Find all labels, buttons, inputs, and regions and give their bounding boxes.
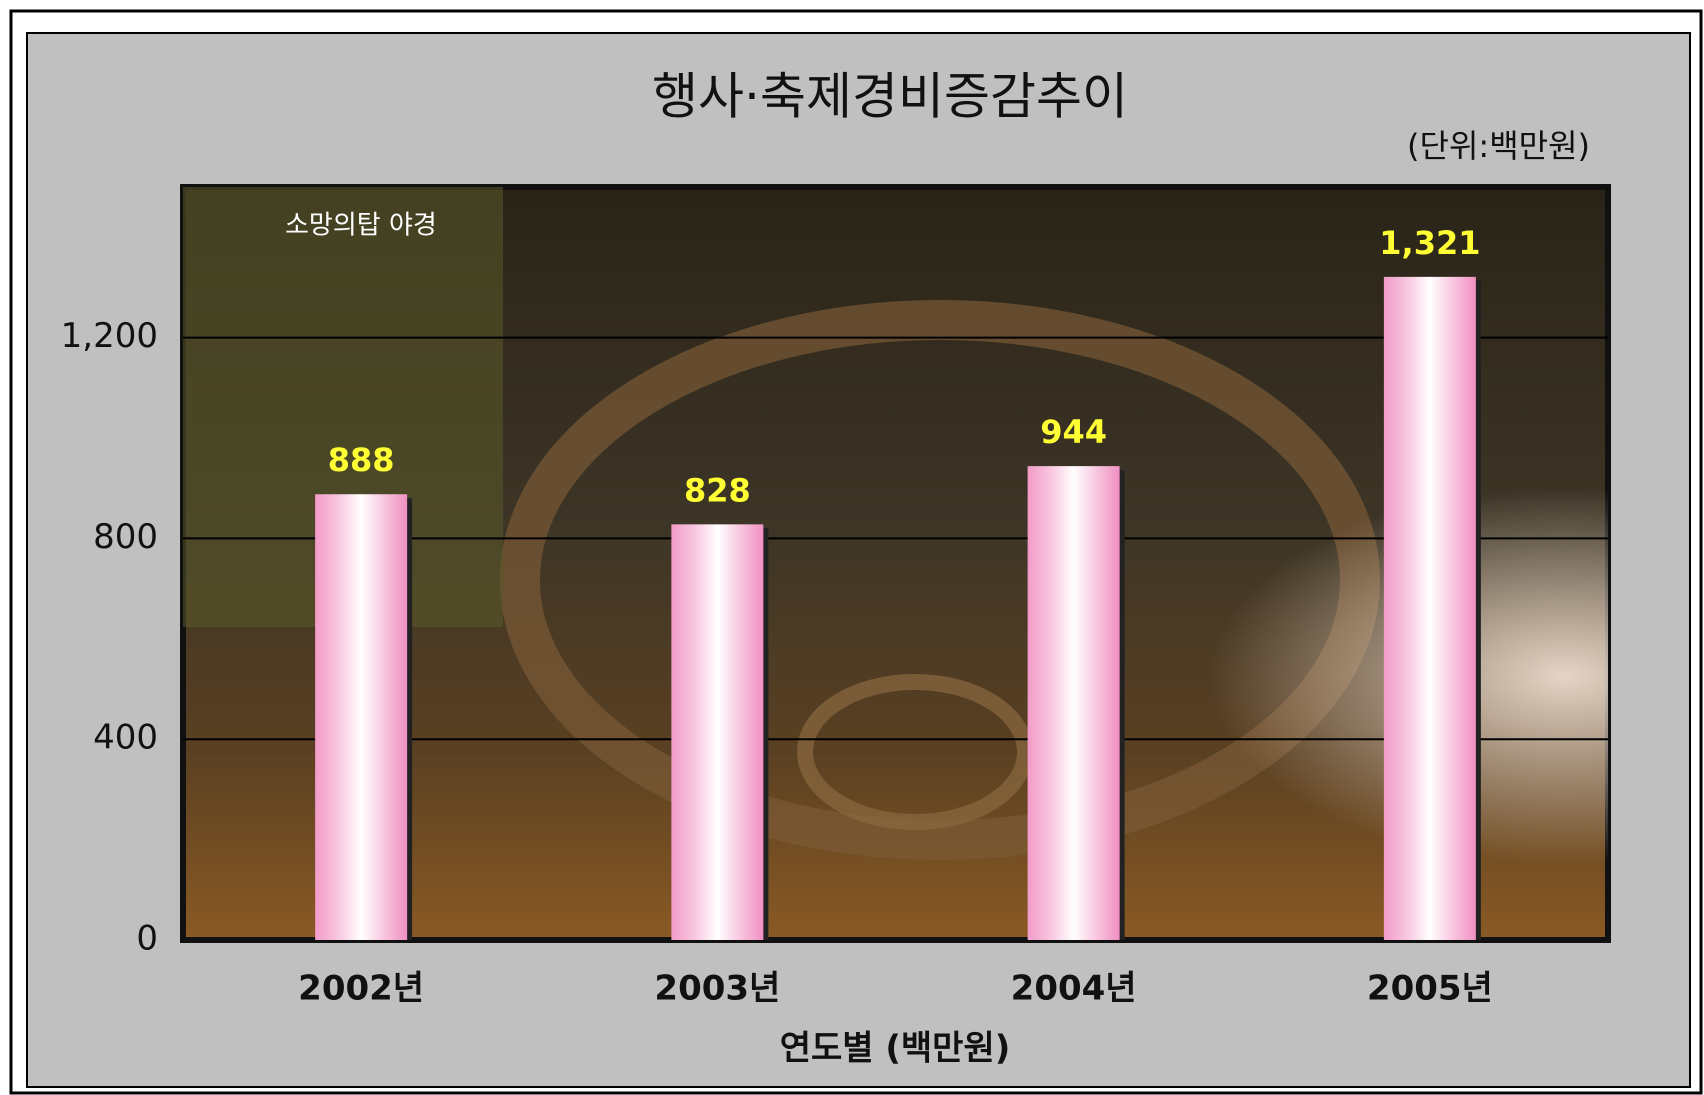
- value-label: 828: [684, 471, 751, 509]
- bar: [1383, 276, 1476, 940]
- y-tick-label: 400: [93, 718, 158, 758]
- chart-title: 행사·축제경비증감추이: [652, 68, 1128, 126]
- x-tick-label: 2004년: [1011, 969, 1137, 1009]
- annotation: 소망의탑 야경: [285, 211, 437, 241]
- value-label: 1,321: [1379, 224, 1480, 262]
- y-tick-label: 1,200: [61, 316, 158, 356]
- x-tick-label: 2003년: [654, 969, 780, 1009]
- y-tick-label: 800: [93, 517, 158, 557]
- photo-light: [183, 187, 1608, 940]
- x-axis-label: 연도별 (백만원): [780, 1029, 1011, 1069]
- value-label: 888: [328, 441, 395, 479]
- x-tick-label: 2005년: [1367, 969, 1493, 1009]
- x-tick-label: 2002년: [298, 969, 424, 1009]
- bar: [315, 494, 408, 940]
- bar: [1027, 466, 1120, 940]
- value-label: 944: [1040, 413, 1107, 451]
- y-tick-label: 0: [136, 919, 158, 959]
- bar: [671, 524, 764, 940]
- chart-subtitle: (단위:백만원): [1407, 127, 1590, 165]
